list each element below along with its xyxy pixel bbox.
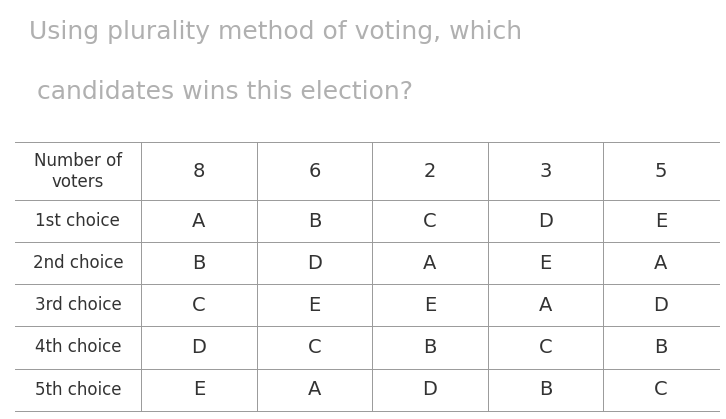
Text: A: A — [654, 254, 668, 273]
Text: C: C — [539, 338, 552, 357]
Text: B: B — [423, 338, 437, 357]
Text: D: D — [538, 212, 553, 231]
Text: D: D — [653, 296, 669, 315]
Text: B: B — [539, 380, 552, 399]
Text: D: D — [307, 254, 322, 273]
Text: B: B — [308, 212, 321, 231]
Text: A: A — [539, 296, 552, 315]
Text: C: C — [423, 212, 437, 231]
Text: 3: 3 — [539, 162, 552, 181]
Text: Using plurality method of voting, which: Using plurality method of voting, which — [29, 20, 522, 44]
Text: E: E — [655, 212, 667, 231]
Text: E: E — [424, 296, 436, 315]
Text: A: A — [423, 254, 437, 273]
Text: 8: 8 — [193, 162, 205, 181]
Text: 5: 5 — [655, 162, 667, 181]
Text: D: D — [423, 380, 438, 399]
Text: 6: 6 — [309, 162, 321, 181]
Text: A: A — [308, 380, 321, 399]
Text: 2nd choice: 2nd choice — [33, 254, 123, 272]
Text: 2: 2 — [424, 162, 436, 181]
Text: E: E — [539, 254, 552, 273]
Text: B: B — [192, 254, 205, 273]
Text: A: A — [192, 212, 205, 231]
Text: 4th choice: 4th choice — [35, 339, 121, 357]
Text: C: C — [308, 338, 322, 357]
Text: 5th choice: 5th choice — [35, 380, 121, 398]
Text: C: C — [192, 296, 206, 315]
Text: candidates wins this election?: candidates wins this election? — [29, 80, 413, 104]
Text: D: D — [192, 338, 206, 357]
Text: 3rd choice: 3rd choice — [35, 296, 121, 314]
Text: E: E — [309, 296, 321, 315]
Text: Number of
voters: Number of voters — [34, 152, 122, 191]
Text: E: E — [193, 380, 205, 399]
Text: C: C — [654, 380, 668, 399]
Text: B: B — [654, 338, 668, 357]
Text: 1st choice: 1st choice — [36, 212, 121, 230]
